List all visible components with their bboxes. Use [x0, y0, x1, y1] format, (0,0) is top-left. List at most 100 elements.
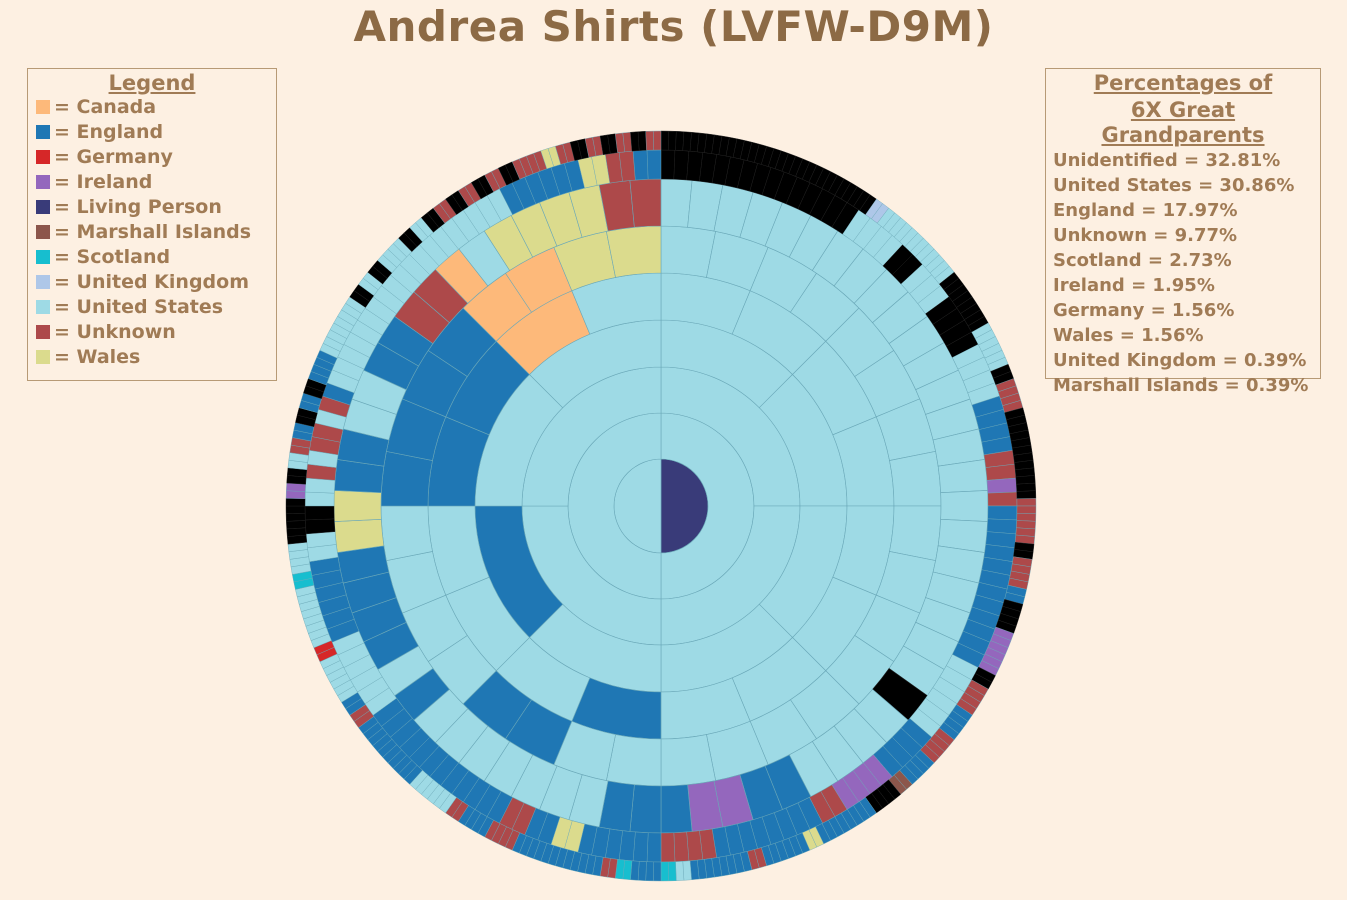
- legend-item: = United States: [36, 295, 268, 320]
- fan-segment: [646, 149, 662, 180]
- fan-segment: [675, 131, 685, 151]
- percentage-item: Germany = 1.56%: [1053, 300, 1235, 321]
- fan-segment: [1016, 482, 1036, 492]
- fan-segment: [889, 451, 942, 507]
- legend-label: = Wales: [54, 346, 141, 368]
- legend-label: = Living Person: [54, 196, 222, 218]
- legend-item: = Unknown: [36, 320, 268, 345]
- fan-segment: [660, 734, 716, 787]
- legend-label: = Canada: [54, 96, 157, 118]
- fan-segment: [1016, 490, 1037, 499]
- legend-item: = Scotland: [36, 245, 268, 270]
- fan-segment: [668, 130, 677, 151]
- fan-segment: [987, 505, 1018, 521]
- fan-segment: [1015, 475, 1036, 485]
- fan-segment: [660, 130, 669, 151]
- fan-segment: [940, 490, 989, 522]
- fan-segment: [1016, 520, 1036, 530]
- fan-segment: [285, 505, 306, 514]
- fan-segment: [285, 490, 306, 499]
- fan-segment: [380, 451, 433, 507]
- fan-segment: [660, 861, 669, 882]
- legend-title: Legend: [108, 71, 196, 95]
- legend-swatch: [36, 350, 50, 364]
- fan-segment: [889, 505, 942, 561]
- fan-segment: [673, 831, 690, 862]
- percentage-item: Wales = 1.56%: [1053, 325, 1204, 346]
- legend-item: = United Kingdom: [36, 270, 268, 295]
- legend-label: = Ireland: [54, 171, 153, 193]
- fan-segment: [660, 784, 693, 834]
- legend-label: = England: [54, 121, 164, 143]
- fan-segment: [637, 861, 647, 881]
- chart-title: Andrea Shirts (LVFW-D9M): [353, 2, 994, 51]
- fan-segment: [286, 527, 307, 537]
- fan-segment: [285, 498, 306, 507]
- fan-segment: [606, 734, 662, 787]
- fan-segment: [682, 860, 692, 881]
- legend-swatch: [36, 325, 50, 339]
- percentages-title-line1: Percentages of: [1093, 71, 1273, 95]
- fan-segment: [673, 150, 690, 181]
- legend-items: = Canada = England = Germany = Ireland = Liv…: [36, 95, 268, 370]
- percentage-item: United Kingdom = 0.39%: [1053, 350, 1307, 371]
- percentages-title-line2: 6X Great Grandparents: [1101, 98, 1265, 147]
- fan-segment: [606, 225, 662, 278]
- legend-label: = Unknown: [54, 321, 176, 343]
- fan-segment: [632, 150, 649, 181]
- percentage-item: United States = 30.86%: [1053, 175, 1295, 196]
- fan-segment: [305, 518, 336, 535]
- fan-segment: [653, 130, 662, 151]
- legend-swatch: [36, 200, 50, 214]
- fan-segment: [629, 178, 662, 228]
- fan-segment: [660, 178, 693, 228]
- legend-item: = Germany: [36, 145, 268, 170]
- fan-segment: [1016, 498, 1037, 507]
- fan-segment: [986, 518, 1017, 535]
- fan-segment: [305, 477, 336, 494]
- percentage-item: Scotland = 2.73%: [1053, 250, 1232, 271]
- fan-segment: [630, 131, 640, 152]
- legend-swatch: [36, 100, 50, 114]
- legend-swatch: [36, 125, 50, 139]
- fan-segment: [629, 784, 662, 834]
- percentage-item: England = 17.97%: [1053, 200, 1238, 221]
- percentage-item: Ireland = 1.95%: [1053, 275, 1215, 296]
- fan-segment: [1016, 505, 1037, 514]
- legend-swatch: [36, 300, 50, 314]
- legend-item: = Ireland: [36, 170, 268, 195]
- percentages-items: Unidentified = 32.81% United States = 30.…: [1053, 148, 1313, 398]
- fan-segment: [286, 520, 306, 530]
- fan-segment: [987, 491, 1018, 507]
- fan-segment: [645, 861, 654, 882]
- legend-item: = England: [36, 120, 268, 145]
- legend-item: = Living Person: [36, 195, 268, 220]
- legend-item: = Wales: [36, 345, 268, 370]
- fan-segment: [646, 832, 662, 863]
- legend-label: = Germany: [54, 146, 173, 168]
- fan-segment: [645, 130, 654, 151]
- legend-label: = United Kingdom: [54, 271, 250, 293]
- fan-segment: [304, 491, 335, 507]
- fan-segment: [632, 831, 649, 862]
- legend-swatch: [36, 175, 50, 189]
- legend-item: = Canada: [36, 95, 268, 120]
- legend-label: = Scotland: [54, 246, 171, 268]
- legend-swatch: [36, 275, 50, 289]
- fan-segment: [660, 225, 716, 278]
- fan-segment: [333, 490, 382, 522]
- fan-segment: [675, 861, 685, 881]
- fan-segment: [304, 505, 335, 521]
- fan-segment: [1016, 513, 1037, 522]
- legend-swatch: [36, 150, 50, 164]
- fan-segment: [380, 505, 433, 561]
- percentages-panel: Percentages of 6X Great Grandparents Uni…: [1045, 68, 1321, 396]
- percentage-item: Marshall Islands = 0.39%: [1053, 375, 1309, 396]
- legend-label: = United States: [54, 296, 224, 318]
- fan-segment: [668, 861, 677, 882]
- legend-panel: Legend = Canada = England = Germany = Irela…: [27, 68, 277, 381]
- legend-swatch: [36, 250, 50, 264]
- fan-segment: [285, 513, 306, 522]
- legend-item: = Marshall Islands: [36, 220, 268, 245]
